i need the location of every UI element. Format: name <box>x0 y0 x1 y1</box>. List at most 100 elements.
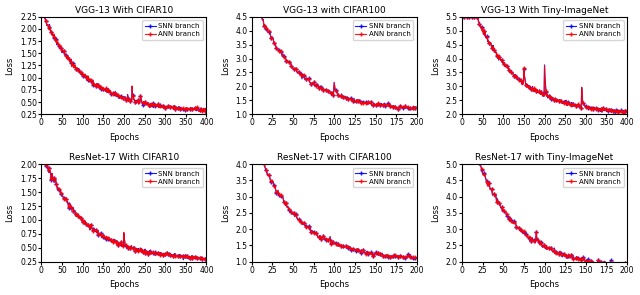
SNN branch <box>157 251 164 254</box>
ANN branch <box>57 46 65 50</box>
ANN branch <box>578 86 586 89</box>
Title: ResNet-17 with Tiny-ImageNet: ResNet-17 with Tiny-ImageNet <box>476 153 614 162</box>
SNN branch <box>623 264 630 268</box>
SNN branch <box>292 66 300 70</box>
ANN branch <box>404 106 412 109</box>
SNN branch <box>609 262 617 266</box>
SNN branch <box>489 194 497 197</box>
ANN branch <box>141 248 148 252</box>
SNN branch <box>254 12 262 15</box>
Y-axis label: Loss: Loss <box>221 204 230 222</box>
SNN branch <box>406 108 413 112</box>
Title: ResNet-17 with CIFAR100: ResNet-17 with CIFAR100 <box>277 153 392 162</box>
ANN branch <box>458 150 466 153</box>
SNN branch <box>141 251 149 254</box>
SNN branch <box>58 50 65 54</box>
ANN branch <box>37 12 45 16</box>
ANN branch <box>609 262 616 266</box>
SNN branch <box>37 155 45 158</box>
ANN branch <box>157 251 165 254</box>
Y-axis label: Loss: Loss <box>431 204 440 222</box>
SNN branch <box>248 152 255 156</box>
SNN branch <box>92 230 99 233</box>
Line: SNN branch: SNN branch <box>40 154 208 262</box>
ANN branch <box>623 264 630 268</box>
ANN branch <box>198 258 206 261</box>
Y-axis label: Loss: Loss <box>221 56 230 75</box>
SNN branch <box>202 107 210 111</box>
SNN branch <box>615 264 623 268</box>
Line: ANN branch: ANN branch <box>250 12 418 111</box>
ANN branch <box>254 12 262 15</box>
ANN branch <box>465 150 472 153</box>
Line: SNN branch: SNN branch <box>40 12 208 113</box>
Line: ANN branch: ANN branch <box>250 151 418 260</box>
X-axis label: Epochs: Epochs <box>529 133 559 142</box>
Title: VGG-13 With CIFAR10: VGG-13 With CIFAR10 <box>75 6 173 14</box>
SNN branch <box>579 91 586 94</box>
ANN branch <box>404 253 412 257</box>
ANN branch <box>524 86 531 89</box>
ANN branch <box>458 15 466 19</box>
Line: SNN branch: SNN branch <box>460 150 628 268</box>
ANN branch <box>202 256 210 260</box>
ANN branch <box>37 154 45 158</box>
Title: ResNet-17 With CIFAR10: ResNet-17 With CIFAR10 <box>68 153 179 162</box>
SNN branch <box>141 100 149 104</box>
ANN branch <box>468 150 476 153</box>
SNN branch <box>103 235 111 239</box>
X-axis label: Epochs: Epochs <box>319 281 349 289</box>
SNN branch <box>478 28 486 32</box>
SNN branch <box>398 106 406 109</box>
SNN branch <box>157 105 164 108</box>
Legend: SNN branch, ANN branch: SNN branch, ANN branch <box>353 20 413 40</box>
SNN branch <box>255 152 263 156</box>
ANN branch <box>489 193 497 196</box>
ANN branch <box>406 108 413 111</box>
SNN branch <box>180 258 188 262</box>
ANN branch <box>577 106 585 110</box>
SNN branch <box>38 12 46 16</box>
SNN branch <box>524 83 531 87</box>
SNN branch <box>278 55 286 58</box>
Legend: SNN branch, ANN branch: SNN branch, ANN branch <box>142 168 203 187</box>
SNN branch <box>502 210 509 214</box>
SNN branch <box>37 13 45 17</box>
SNN branch <box>458 15 466 19</box>
SNN branch <box>512 74 520 77</box>
SNN branch <box>58 192 65 196</box>
ANN branch <box>292 66 300 70</box>
ANN branch <box>619 265 627 268</box>
ANN branch <box>141 101 148 104</box>
ANN branch <box>91 84 99 88</box>
SNN branch <box>157 104 165 108</box>
ANN branch <box>57 191 65 195</box>
SNN branch <box>259 161 266 164</box>
Legend: SNN branch, ANN branch: SNN branch, ANN branch <box>142 20 203 40</box>
SNN branch <box>404 254 412 258</box>
Y-axis label: Loss: Loss <box>431 56 440 75</box>
ANN branch <box>502 210 509 214</box>
SNN branch <box>602 264 609 268</box>
Line: ANN branch: ANN branch <box>460 15 628 116</box>
Line: ANN branch: ANN branch <box>40 12 208 113</box>
ANN branch <box>91 228 99 232</box>
SNN branch <box>292 213 300 216</box>
ANN branch <box>412 256 420 260</box>
SNN branch <box>92 83 99 87</box>
SNN branch <box>201 110 209 113</box>
SNN branch <box>468 150 476 153</box>
ANN branch <box>620 112 627 116</box>
SNN branch <box>412 256 420 259</box>
SNN branch <box>399 255 406 258</box>
ANN branch <box>512 73 520 76</box>
Line: ANN branch: ANN branch <box>40 154 208 261</box>
ANN branch <box>156 104 164 108</box>
ANN branch <box>398 254 406 258</box>
ANN branch <box>412 106 420 109</box>
Legend: SNN branch, ANN branch: SNN branch, ANN branch <box>353 168 413 187</box>
SNN branch <box>458 150 466 153</box>
SNN branch <box>250 151 258 155</box>
SNN branch <box>279 196 287 200</box>
SNN branch <box>465 150 472 153</box>
